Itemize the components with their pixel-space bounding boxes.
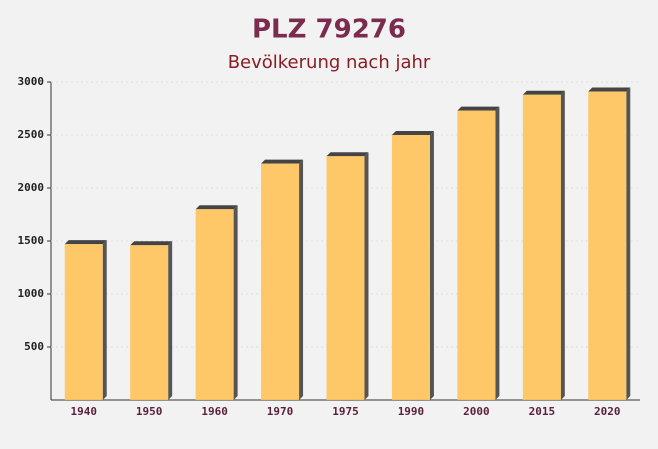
bar-side	[364, 152, 369, 400]
x-tick-label: 1960	[201, 405, 228, 418]
y-tick-label: 2500	[18, 128, 45, 141]
y-tick-label: 3000	[18, 75, 45, 88]
y-tick-label: 1000	[18, 287, 45, 300]
bar	[261, 163, 300, 400]
bar-side	[168, 241, 173, 400]
y-tick-label: 2000	[18, 181, 45, 194]
x-tick-label: 2020	[594, 405, 621, 418]
x-tick-label: 2000	[463, 405, 490, 418]
x-tick-label: 1990	[398, 405, 425, 418]
x-tick-label: 1970	[267, 405, 294, 418]
bar	[195, 209, 234, 400]
bar-top	[261, 159, 304, 164]
x-tick-label: 1950	[136, 405, 163, 418]
bar	[588, 91, 627, 400]
bar	[457, 110, 496, 401]
bar-side	[299, 159, 304, 400]
bar-top	[588, 87, 631, 92]
bar-top	[522, 90, 565, 95]
x-tick-label: 2015	[529, 405, 556, 418]
bar-top	[195, 205, 238, 210]
bar-side	[495, 106, 500, 401]
y-tick-label: 1500	[18, 234, 45, 247]
y-tick-label: 500	[24, 340, 44, 353]
bar-top	[457, 106, 500, 111]
bar	[64, 244, 103, 400]
bar-side	[560, 90, 565, 400]
bar-side	[626, 87, 631, 400]
bar-top	[64, 240, 107, 245]
bar-top	[391, 131, 434, 135]
bar-side	[429, 131, 434, 400]
chart-title: PLZ 79276	[252, 15, 406, 45]
bar-top	[130, 241, 173, 246]
bar-top	[326, 152, 369, 157]
x-tick-label: 1940	[70, 405, 97, 418]
bar-side	[233, 205, 238, 400]
chart-subtitle: Bevölkerung nach jahr	[228, 52, 431, 73]
bar	[391, 135, 430, 400]
bar	[326, 156, 365, 400]
bar	[522, 94, 561, 400]
bar	[130, 245, 169, 400]
x-tick-label: 1975	[332, 405, 359, 418]
bar-side	[102, 240, 107, 400]
